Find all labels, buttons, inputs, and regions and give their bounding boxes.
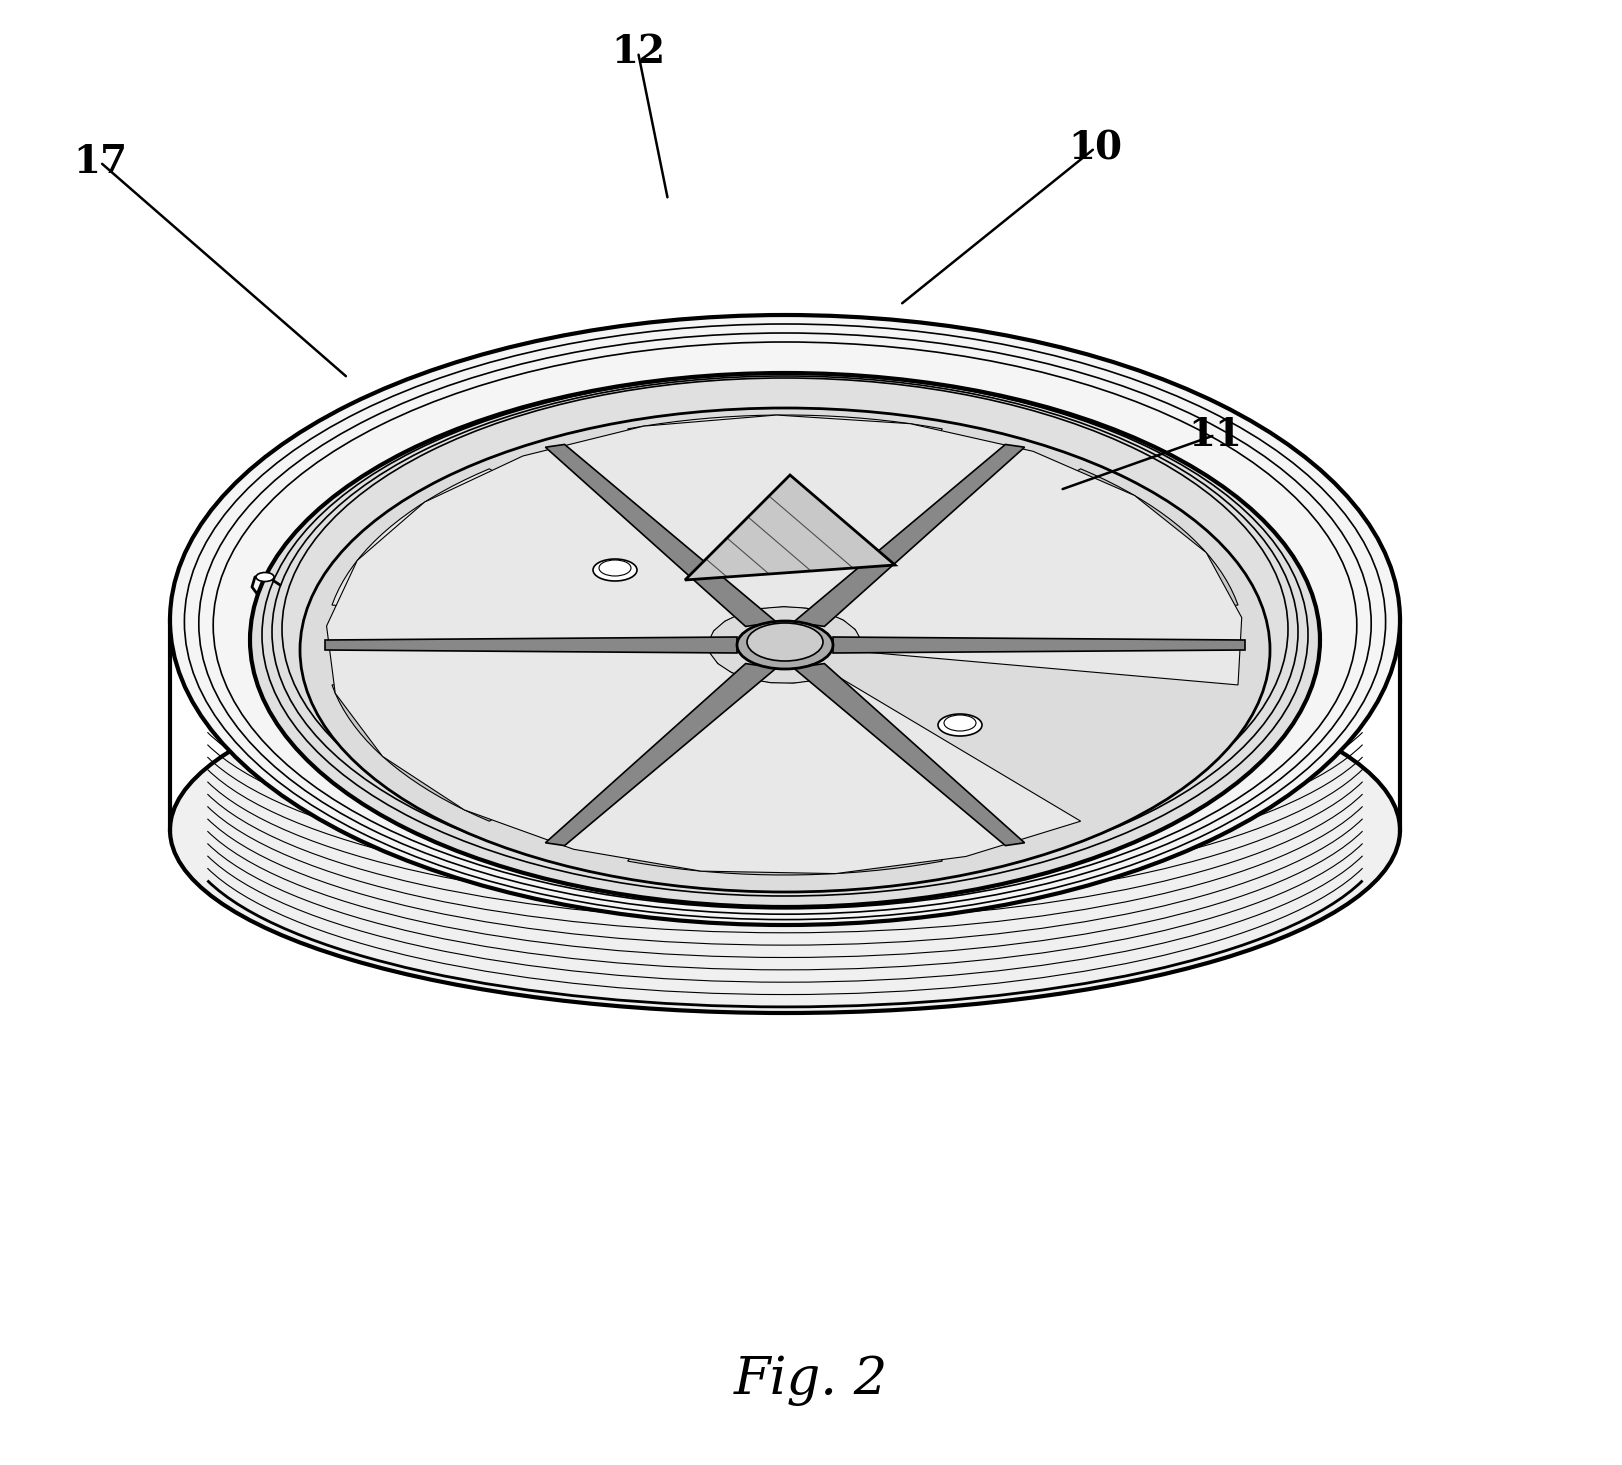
Polygon shape xyxy=(324,637,736,653)
Ellipse shape xyxy=(170,648,1400,1012)
Polygon shape xyxy=(326,415,1242,873)
Polygon shape xyxy=(834,637,1246,653)
Polygon shape xyxy=(333,469,736,639)
Ellipse shape xyxy=(938,713,981,735)
Ellipse shape xyxy=(300,407,1270,892)
Polygon shape xyxy=(793,444,1025,627)
Polygon shape xyxy=(545,444,777,627)
Polygon shape xyxy=(684,475,895,580)
Text: 11: 11 xyxy=(1187,416,1242,454)
Ellipse shape xyxy=(170,315,1400,924)
Ellipse shape xyxy=(250,374,1320,907)
Text: Fig. 2: Fig. 2 xyxy=(733,1355,889,1405)
Text: 10: 10 xyxy=(1067,129,1122,167)
Ellipse shape xyxy=(736,621,834,670)
Polygon shape xyxy=(628,681,942,875)
Polygon shape xyxy=(793,664,1025,845)
Ellipse shape xyxy=(256,573,274,582)
Ellipse shape xyxy=(599,560,631,576)
Polygon shape xyxy=(333,652,736,822)
Polygon shape xyxy=(834,469,1238,639)
Polygon shape xyxy=(628,415,942,609)
Ellipse shape xyxy=(594,560,637,582)
Text: 17: 17 xyxy=(73,144,127,182)
Ellipse shape xyxy=(748,623,822,661)
Text: 12: 12 xyxy=(611,34,665,70)
Polygon shape xyxy=(545,664,777,845)
Ellipse shape xyxy=(944,715,976,731)
